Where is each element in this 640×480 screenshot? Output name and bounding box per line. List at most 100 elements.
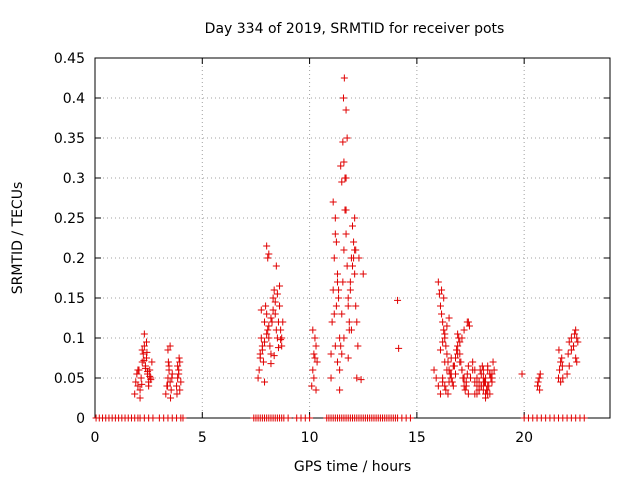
data-point xyxy=(440,294,448,302)
data-point xyxy=(179,414,187,422)
plot-frame xyxy=(94,57,611,419)
y-tick-label: 0.1 xyxy=(63,331,85,347)
data-point xyxy=(434,278,442,286)
data-point xyxy=(134,366,142,374)
y-tick-label: 0.25 xyxy=(54,211,85,227)
data-point xyxy=(439,378,447,386)
data-point xyxy=(261,338,269,346)
data-point xyxy=(336,386,344,394)
data-point xyxy=(174,362,182,370)
data-point xyxy=(312,386,320,394)
data-point xyxy=(330,310,338,318)
data-point xyxy=(145,382,153,390)
data-point xyxy=(563,370,571,378)
data-point xyxy=(138,346,146,354)
data-point xyxy=(132,378,140,386)
data-point xyxy=(261,378,269,386)
data-point xyxy=(265,250,273,258)
data-point xyxy=(136,394,144,402)
data-point xyxy=(443,322,451,330)
data-point xyxy=(432,374,440,382)
data-point xyxy=(263,242,271,250)
data-point xyxy=(556,366,564,374)
data-point xyxy=(461,386,469,394)
data-point xyxy=(345,318,353,326)
data-point xyxy=(162,390,170,398)
data-point xyxy=(454,330,462,338)
data-point xyxy=(572,354,580,362)
data-point xyxy=(149,414,157,422)
data-point xyxy=(557,358,565,366)
data-point xyxy=(447,354,455,362)
y-tick-label: 0 xyxy=(76,411,85,427)
data-point xyxy=(143,348,151,356)
data-point xyxy=(574,338,582,346)
data-point xyxy=(565,338,573,346)
data-point xyxy=(310,374,318,382)
data-point xyxy=(436,390,444,398)
data-point xyxy=(330,254,338,262)
data-point xyxy=(257,306,265,314)
data-point xyxy=(255,366,263,374)
data-point xyxy=(440,326,448,334)
data-point xyxy=(176,386,184,394)
y-tick-label: 0.05 xyxy=(54,371,85,387)
data-point xyxy=(143,338,150,346)
data-point xyxy=(284,414,292,422)
data-point xyxy=(486,370,494,378)
data-point xyxy=(339,94,347,102)
data-point xyxy=(259,358,267,366)
data-point xyxy=(263,310,271,318)
data-point xyxy=(328,318,336,326)
data-point xyxy=(308,382,316,390)
data-point xyxy=(580,414,588,422)
data-point xyxy=(467,374,475,382)
data-point xyxy=(164,358,172,366)
data-point xyxy=(357,376,365,384)
data-point xyxy=(258,346,266,354)
data-point xyxy=(278,342,286,350)
data-point xyxy=(570,342,578,350)
data-point xyxy=(271,298,279,306)
data-point xyxy=(567,346,575,354)
data-point xyxy=(146,372,154,380)
data-point xyxy=(332,238,340,246)
data-point xyxy=(448,378,456,386)
data-point xyxy=(311,354,319,362)
data-point xyxy=(164,346,172,354)
data-point xyxy=(278,334,286,342)
data-point xyxy=(487,374,495,382)
data-point xyxy=(445,314,453,322)
data-point xyxy=(460,382,468,390)
data-point xyxy=(340,74,348,82)
y-tick-label: 0.3 xyxy=(63,171,85,187)
data-point xyxy=(339,138,347,146)
data-point xyxy=(331,342,339,350)
data-point xyxy=(313,358,321,366)
data-point xyxy=(306,414,314,422)
data-point xyxy=(140,356,148,364)
data-point xyxy=(571,330,579,338)
data-point xyxy=(533,382,541,390)
data-point xyxy=(477,382,485,390)
data-point xyxy=(438,310,446,318)
data-point xyxy=(338,350,346,358)
data-point xyxy=(337,162,345,170)
x-tick-label: 20 xyxy=(515,430,533,446)
data-point xyxy=(342,230,350,238)
data-point xyxy=(439,338,447,346)
data-point xyxy=(458,334,466,342)
data-point xyxy=(458,366,466,374)
data-point xyxy=(573,334,581,342)
data-point xyxy=(268,318,276,326)
data-point xyxy=(439,318,447,326)
data-point xyxy=(436,346,444,354)
data-point xyxy=(333,270,341,278)
data-point xyxy=(359,270,367,278)
data-point xyxy=(256,354,264,362)
data-point xyxy=(335,294,343,302)
data-point xyxy=(350,238,358,246)
data-point xyxy=(276,282,284,290)
data-point xyxy=(276,302,284,310)
data-point xyxy=(177,378,185,386)
